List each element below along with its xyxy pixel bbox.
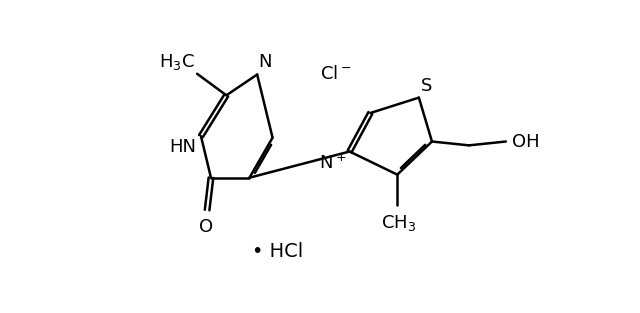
Text: N: N (259, 54, 272, 71)
Text: N$^+$: N$^+$ (319, 153, 346, 172)
Text: CH$_3$: CH$_3$ (381, 213, 417, 233)
Text: OH: OH (512, 133, 540, 151)
Text: S: S (421, 77, 433, 95)
Text: • HCl: • HCl (252, 242, 303, 261)
Text: O: O (198, 218, 212, 236)
Text: HN: HN (170, 138, 196, 156)
Text: Cl$^-$: Cl$^-$ (320, 64, 352, 83)
Text: H$_3$C: H$_3$C (159, 52, 195, 72)
